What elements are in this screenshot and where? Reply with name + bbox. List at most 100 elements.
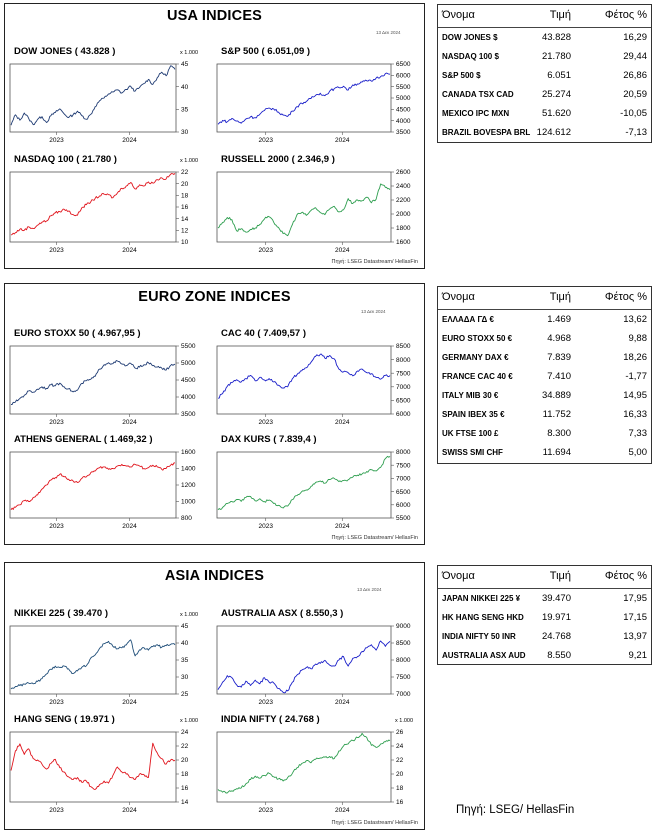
y-tick-label: 2600 — [396, 169, 411, 176]
y-tick-label: 7500 — [396, 462, 411, 469]
y-tick-label: 25 — [181, 691, 189, 698]
euro-stoxx50-chart: EURO STOXX 50 ( 4.967,95 ) 3500 4000 4500 50… — [9, 328, 196, 426]
series-line — [217, 72, 391, 125]
cell-price: 1.469 — [547, 314, 571, 325]
y-tick-label: 40 — [181, 640, 189, 647]
y-tick-label: 8500 — [396, 343, 411, 350]
y-tick-label: 800 — [181, 515, 192, 522]
y-tick-label: 20 — [396, 771, 404, 778]
cell-name: SWISS SMI CHF — [442, 448, 503, 457]
cell-ytd: 29,44 — [623, 51, 647, 62]
y-tick-label: 14 — [181, 799, 189, 806]
panel-source: Πηγή: LSEG Datastream/ HellasFin — [331, 535, 418, 541]
table-row: DOW JONES $ 43.828 16,29 — [438, 28, 651, 47]
x-tick-label: 2023 — [258, 137, 273, 144]
x-tick-label: 2024 — [122, 247, 137, 254]
x-tick-label: 2024 — [335, 523, 350, 530]
cell-price: 7.410 — [547, 371, 571, 382]
cell-name: AUSTRALIA ASX AUD — [442, 651, 526, 660]
table-row: ΕΛΛΑΔΑ ΓΔ € 1.469 13,62 — [438, 310, 651, 329]
cell-name: DOW JONES $ — [442, 33, 498, 42]
y-tick-label: 9000 — [396, 623, 411, 630]
cell-ytd: 9,88 — [628, 333, 648, 344]
series-line — [217, 455, 391, 511]
x-tick-label: 2023 — [49, 137, 64, 144]
x-tick-label: 2024 — [122, 419, 137, 426]
india-nifty-chart: INDIA NIFTY ( 24.768 ) x 1.000 16 18 20 22 24 2… — [216, 714, 413, 814]
series-line — [10, 462, 176, 511]
y-tick-label: 4500 — [396, 107, 411, 114]
cell-price: 24.768 — [541, 631, 571, 642]
chart-title: NIKKEI 225 ( 39.470 ) — [14, 608, 108, 619]
y-tick-label: 6000 — [396, 502, 411, 509]
series-line — [10, 742, 176, 790]
y-tick-label: 4500 — [181, 377, 196, 384]
y-tick-label: 5000 — [396, 95, 411, 102]
y-tick-label: 7000 — [396, 384, 411, 391]
y-tick-label: 8000 — [396, 657, 411, 664]
series-line — [10, 172, 176, 236]
cell-price: 11.694 — [542, 447, 571, 458]
y-tick-label: 5500 — [181, 343, 196, 350]
y-tick-label: 45 — [181, 623, 189, 630]
panel-title: EURO ZONE INDICES — [138, 289, 291, 305]
cell-name: HK HANG SENG HKD — [442, 613, 524, 622]
series-line — [10, 360, 176, 406]
header-name: Όνομα — [442, 9, 475, 21]
cell-ytd: 17,15 — [623, 612, 647, 623]
cell-ytd: 20,59 — [623, 89, 647, 100]
cell-name: FRANCE CAC 40 € — [442, 372, 513, 381]
panel-title: ASIA INDICES — [164, 568, 265, 584]
y-tick-label: 12 — [181, 228, 189, 235]
cell-ytd: 18,26 — [623, 352, 647, 363]
cell-ytd: 13,62 — [623, 314, 647, 325]
x-tick-label: 2023 — [49, 247, 64, 254]
chart-title: HANG SENG ( 19.971 ) — [14, 714, 115, 725]
header-ytd: Φέτος % — [604, 291, 647, 303]
asia-panel: ASIA INDICES 13 Δεκ 2024 Πηγή: LSEG Data… — [4, 562, 425, 830]
series-line — [10, 65, 176, 126]
y-tick-label: 1600 — [396, 239, 411, 246]
y-tick-label: 2000 — [396, 211, 411, 218]
cell-price: 8.300 — [547, 428, 571, 439]
header-name: Όνομα — [442, 570, 475, 582]
y-tick-label: 22 — [181, 169, 189, 176]
chart-title: INDIA NIFTY ( 24.768 ) — [221, 714, 320, 725]
table-row: AUSTRALIA ASX AUD 8.550 9,21 — [438, 646, 651, 665]
y-tick-label: 6000 — [396, 73, 411, 80]
series-line — [217, 183, 391, 237]
header-ytd: Φέτος % — [604, 570, 647, 582]
y-tick-label: 22 — [396, 757, 404, 764]
x-tick-label: 2023 — [258, 419, 273, 426]
table-row: GERMANY DAX € 7.839 18,26 — [438, 348, 651, 367]
table-row: BRAZIL BOVESPA BRL 124.612 -7,13 — [438, 123, 651, 142]
y-tick-label: 1600 — [181, 449, 196, 456]
cell-price: 11.752 — [542, 409, 571, 420]
cell-name: JAPAN NIKKEI 225 ¥ — [442, 594, 521, 603]
chart-title: RUSSELL 2000 ( 2.346,9 ) — [221, 154, 335, 165]
x-tick-label: 2024 — [335, 137, 350, 144]
cell-price: 4.968 — [547, 333, 571, 344]
panel-source: Πηγή: LSEG Datastream/ HellasFin — [331, 820, 418, 826]
y-tick-label: 20 — [181, 181, 189, 188]
table-row: SWISS SMI CHF 11.694 5,00 — [438, 443, 651, 462]
y-tick-label: 10 — [181, 239, 189, 246]
cell-ytd: -10,05 — [620, 108, 647, 119]
cell-name: BRAZIL BOVESPA BRL — [442, 128, 531, 137]
cell-name: SPAIN IBEX 35 € — [442, 410, 505, 419]
y-tick-label: 24 — [396, 743, 404, 750]
header-price: Τιμή — [549, 9, 571, 21]
y-tick-label: 5500 — [396, 515, 411, 522]
cell-name: S&P 500 $ — [442, 71, 481, 80]
table-header: Όνομα Τιμή Φέτος % — [438, 5, 651, 28]
x-tick-label: 2024 — [122, 699, 137, 706]
series-line — [10, 639, 176, 690]
dax-chart: DAX KURS ( 7.839,4 ) 5500 6000 6500 7000 7500… — [216, 434, 411, 530]
y-tick-label: 1200 — [181, 482, 196, 489]
cell-ytd: 26,86 — [623, 70, 647, 81]
y-tick-label: 7500 — [396, 674, 411, 681]
cell-name: GERMANY DAX € — [442, 353, 509, 362]
cell-name: INDIA NIFTY 50 INR — [442, 632, 516, 641]
table-row: UK FTSE 100 £ 8.300 7,33 — [438, 424, 651, 443]
chart-title: CAC 40 ( 7.409,57 ) — [221, 328, 306, 339]
